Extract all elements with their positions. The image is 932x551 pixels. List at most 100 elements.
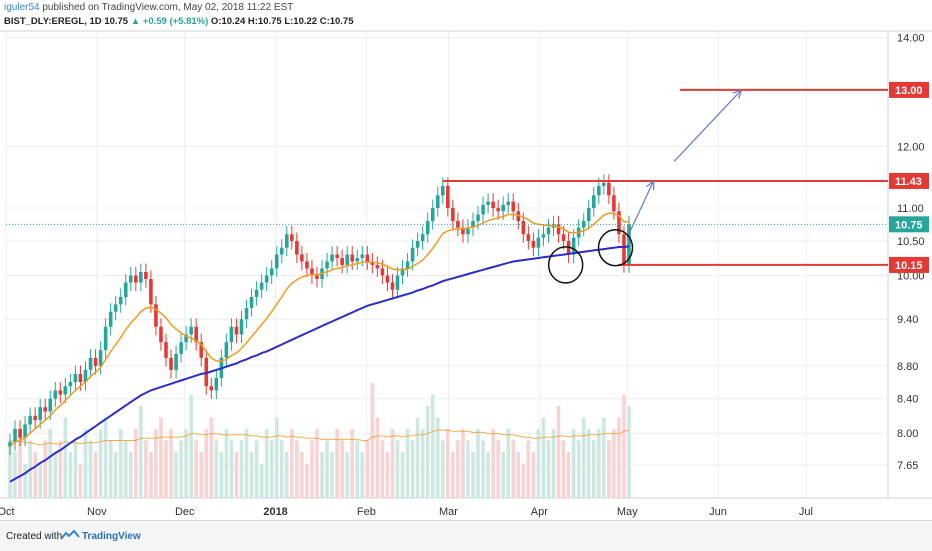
tradingview-link[interactable]: TradingView <box>82 531 141 542</box>
x-tick-label: Jul <box>799 506 813 518</box>
candle-body <box>224 342 229 358</box>
last-price: 10.75 <box>104 16 129 27</box>
volume-bar <box>370 383 375 498</box>
volume-bar <box>78 463 83 498</box>
candle-body <box>516 211 521 222</box>
x-tick-label: Oct <box>0 506 15 518</box>
volume-bar <box>415 417 420 498</box>
volume-bar <box>274 417 279 498</box>
candle-body <box>43 407 48 412</box>
candle-body <box>425 221 430 235</box>
candle-body <box>78 373 83 383</box>
candle-body <box>204 357 209 387</box>
candle-body <box>169 357 173 370</box>
volume-bar <box>259 463 264 498</box>
candle-body <box>290 234 294 241</box>
y-tick-label: 8.40 <box>897 394 918 406</box>
created-with-text: Created with <box>6 531 63 542</box>
candle-body <box>571 237 576 255</box>
volume-bar <box>295 440 299 498</box>
price-chart[interactable]: 14.00 12.00 11.00 10.50 10.00 9.40 8.80 8.40 8.0… <box>0 0 932 520</box>
candle-body <box>68 382 73 387</box>
volume-bar <box>8 440 12 498</box>
moving-average-lines <box>9 212 630 483</box>
volume-bar <box>516 452 521 498</box>
candle-body <box>556 224 561 235</box>
candle-body <box>627 224 631 265</box>
price-label-text: 11.43 <box>895 176 922 188</box>
candle-body <box>375 264 380 269</box>
volume-bar <box>561 440 566 498</box>
volume-bar <box>169 429 173 498</box>
volume-bar <box>546 440 551 498</box>
volume-bar <box>486 452 490 498</box>
author-link[interactable]: iguler54 <box>4 2 40 13</box>
volume-bar <box>174 452 178 498</box>
candle-body <box>139 271 143 283</box>
volume-bar <box>571 429 576 498</box>
volume-bar <box>451 452 455 498</box>
volume-bar <box>239 440 244 498</box>
candle-body <box>415 240 420 248</box>
candle-body <box>597 185 601 196</box>
candle-body <box>113 304 118 312</box>
ma-short-line <box>9 212 629 448</box>
volume-bar <box>134 429 138 498</box>
volume-bar <box>506 429 511 498</box>
footer-bar: Created with TradingView <box>0 520 932 551</box>
volume-bar <box>521 463 526 498</box>
candle-body <box>531 240 536 248</box>
candle-body <box>199 342 204 358</box>
candle-body <box>209 386 214 391</box>
volume-bar <box>108 440 113 498</box>
volume-bar <box>194 440 199 498</box>
x-tick-label: Dec <box>175 506 195 518</box>
y-tick-label: 14.00 <box>897 33 925 45</box>
candle-body <box>486 201 490 205</box>
volume-bar <box>461 429 465 498</box>
x-tick-label: Mar <box>439 506 458 518</box>
volume-bar <box>617 417 621 498</box>
volume-bar <box>430 394 435 498</box>
volume-bar <box>284 452 289 498</box>
volume-bar <box>53 452 58 498</box>
volume-bar <box>330 452 334 498</box>
volume-bar <box>224 429 229 498</box>
price-label-text: 13.00 <box>895 85 923 97</box>
candle-body <box>144 271 148 279</box>
candle-body <box>546 227 551 235</box>
candle-body <box>63 386 68 395</box>
volume-bar <box>496 440 500 498</box>
candle-body <box>184 334 188 343</box>
volume-bar <box>300 452 304 498</box>
volume-bar <box>128 452 133 498</box>
volume-bar <box>254 440 259 498</box>
volume-bar <box>159 417 163 498</box>
volume-bar <box>491 429 495 498</box>
volume-bar <box>58 440 63 498</box>
candle-body <box>254 289 259 297</box>
volume-bar <box>360 452 365 498</box>
candle-body <box>511 201 516 212</box>
candle-body <box>390 282 395 290</box>
volume-bar <box>471 452 475 498</box>
volume-bar <box>219 452 224 498</box>
volume-bar <box>551 429 556 498</box>
x-tick-label: May <box>617 506 638 518</box>
volume-bar <box>576 440 581 498</box>
volume-bar <box>466 440 470 498</box>
volume-bar <box>33 452 37 498</box>
volume-bar <box>88 440 93 498</box>
candle-body <box>506 201 511 205</box>
candle-body <box>300 254 304 262</box>
volume-bar <box>93 452 98 498</box>
candle-body <box>48 398 53 412</box>
candle-body <box>430 208 435 222</box>
volume-bar <box>315 429 319 498</box>
volume-bar <box>320 452 324 498</box>
candle-body <box>88 357 93 370</box>
candle-body <box>335 254 339 258</box>
volume-bar <box>476 429 480 498</box>
candle-body <box>440 185 445 196</box>
volume-bar <box>355 440 360 498</box>
